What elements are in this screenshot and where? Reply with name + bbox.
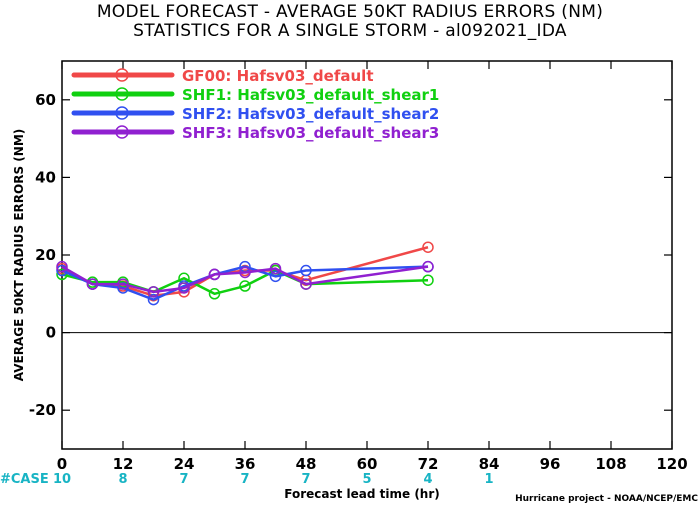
data-point: [147, 293, 160, 306]
x-tick-label: 84: [479, 455, 500, 473]
y-tick-label: 0: [46, 324, 56, 342]
data-point: [269, 262, 282, 275]
x-tick-label: 48: [296, 455, 317, 473]
data-point: [300, 278, 312, 290]
case-count-label: 8: [118, 472, 127, 487]
y-tick-label: 40: [35, 168, 56, 186]
chart-subtitle: STATISTICS FOR A SINGLE STORM - al092021…: [133, 21, 567, 41]
case-count-label: 10: [53, 472, 71, 487]
x-tick-label: 12: [113, 455, 134, 473]
x-tick-label: 0: [57, 455, 67, 473]
data-point: [56, 260, 68, 273]
x-tick-label: 72: [418, 455, 439, 473]
y-tick-label: -20: [29, 401, 56, 419]
x-axis-title: Forecast lead time (hr): [284, 487, 440, 501]
x-tick-label: 108: [595, 455, 626, 473]
case-count-label: 4: [423, 472, 432, 487]
x-tick-label: 36: [235, 455, 256, 473]
legend-swatch-marker: [115, 68, 129, 82]
case-count-label: 7: [179, 472, 188, 487]
series-line: [61, 265, 429, 294]
legend-swatch-marker: [115, 106, 129, 120]
data-point: [422, 241, 434, 253]
chart-title: MODEL FORECAST - AVERAGE 50KT RADIUS ERR…: [96, 2, 604, 22]
case-count-label: 5: [362, 472, 371, 487]
legend-label: GF00: Hafsv03_default: [182, 67, 373, 85]
y-tick-label: 60: [35, 91, 56, 109]
case-count-label: 7: [301, 472, 310, 487]
data-point: [56, 268, 68, 281]
y-axis-title: AVERAGE 50KT RADIUS ERRORS (NM): [12, 129, 26, 381]
legend-entry-3: SHF2: Hafsv03_default_shear2: [71, 105, 439, 123]
legend-swatch-marker: [115, 125, 129, 139]
data-point: [239, 280, 251, 292]
data-point: [239, 266, 251, 279]
data-point: [178, 282, 190, 294]
legend-swatch-marker: [115, 87, 129, 101]
x-tick-label: 120: [656, 455, 687, 473]
x-tick-label: 60: [357, 455, 378, 473]
data-point: [269, 270, 282, 283]
case-count-label: 7: [240, 472, 249, 487]
case-row-prefix: #CASE: [0, 472, 49, 487]
x-tick-label: 24: [174, 455, 195, 473]
legend-entry-4: SHF3: Hafsv03_default_shear3: [71, 124, 439, 142]
y-tick-label: 20: [35, 246, 56, 264]
legend-entry-1: GF00: Hafsv03_default: [71, 67, 373, 85]
legend-label: SHF2: Hafsv03_default_shear2: [182, 105, 439, 123]
credit-text: Hurricane project - NOAA/NCEP/EMC: [515, 494, 698, 504]
data-point: [422, 260, 434, 273]
case-count-label: 1: [484, 472, 493, 487]
legend-label: SHF3: Hafsv03_default_shear3: [182, 124, 439, 142]
data-point: [300, 264, 312, 277]
x-tick-label: 96: [540, 455, 561, 473]
legend-entry-2: SHF1: Hafsv03_default_shear1: [71, 86, 439, 104]
data-point: [422, 274, 434, 286]
data-point: [147, 286, 160, 298]
data-point: [208, 268, 221, 281]
data-point: [117, 278, 129, 290]
legend-label: SHF1: Hafsv03_default_shear1: [182, 86, 439, 104]
series-4: [56, 260, 434, 298]
data-point: [86, 278, 99, 290]
data-point: [208, 288, 221, 300]
